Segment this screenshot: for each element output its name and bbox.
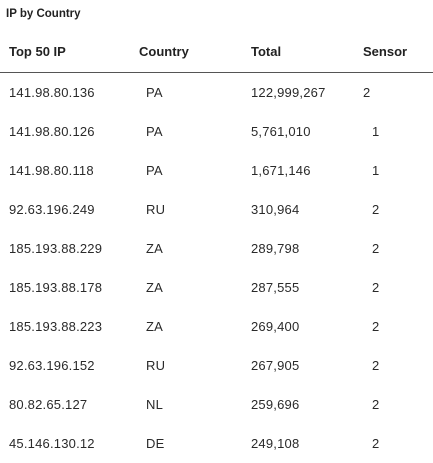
cell-sensor: 2 — [363, 84, 371, 100]
cell-total: 289,798 — [251, 240, 300, 256]
cell-total: 269,400 — [251, 318, 300, 334]
column-header-ip[interactable]: Top 50 IP — [0, 38, 139, 73]
cell-total: 122,999,267 — [251, 84, 326, 100]
cell-ip: 185.193.88.223 — [9, 318, 103, 334]
cell-total: 249,108 — [251, 435, 300, 451]
cell-ip: 92.63.196.152 — [9, 357, 95, 373]
cell-total: 1,671,146 — [251, 162, 311, 178]
ip-table: Top 50 IP Country Total Sensor 141.98.80… — [0, 38, 433, 463]
cell-total: 267,905 — [251, 357, 300, 373]
cell-country: DE — [146, 435, 165, 451]
table-row: 185.193.88.178 ZA 287,555 2 — [0, 268, 433, 307]
table-row: 92.63.196.152 RU 267,905 2 — [0, 346, 433, 385]
table-row: 141.98.80.136 PA 122,999,267 2 — [0, 72, 433, 112]
cell-ip: 185.193.88.229 — [9, 240, 103, 256]
table-row: 185.193.88.229 ZA 289,798 2 — [0, 229, 433, 268]
table-row: 141.98.80.126 PA 5,761,010 1 — [0, 112, 433, 151]
cell-sensor: 2 — [372, 318, 380, 334]
cell-sensor: 2 — [372, 240, 380, 256]
cell-sensor: 2 — [372, 396, 380, 412]
cell-ip: 141.98.80.136 — [9, 84, 95, 100]
cell-country: ZA — [146, 318, 164, 334]
column-header-sensor[interactable]: Sensor — [363, 38, 433, 73]
table-row: 185.193.88.223 ZA 269,400 2 — [0, 307, 433, 346]
cell-country: PA — [146, 84, 163, 100]
cell-ip: 141.98.80.126 — [9, 123, 95, 139]
table-header-row: Top 50 IP Country Total Sensor — [0, 38, 433, 73]
cell-ip: 185.193.88.178 — [9, 279, 103, 295]
panel-title: IP by Country — [6, 8, 81, 20]
cell-total: 5,761,010 — [251, 123, 311, 139]
cell-ip: 80.82.65.127 — [9, 396, 88, 412]
cell-ip: 141.98.80.118 — [9, 162, 94, 178]
cell-sensor: 2 — [372, 279, 380, 295]
cell-sensor: 2 — [372, 201, 380, 217]
cell-sensor: 1 — [372, 162, 380, 178]
cell-sensor: 2 — [372, 435, 380, 451]
table-row: 92.63.196.249 RU 310,964 2 — [0, 190, 433, 229]
cell-country: RU — [146, 201, 166, 217]
cell-sensor: 2 — [372, 357, 380, 373]
cell-sensor: 1 — [372, 123, 380, 139]
cell-country: NL — [146, 396, 164, 412]
cell-ip: 45.146.130.12 — [9, 435, 95, 451]
cell-total: 287,555 — [251, 279, 300, 295]
cell-country: PA — [146, 162, 163, 178]
column-header-country[interactable]: Country — [139, 38, 251, 73]
cell-total: 310,964 — [251, 201, 300, 217]
table-row: 45.146.130.12 DE 249,108 2 — [0, 424, 433, 463]
table-row: 141.98.80.118 PA 1,671,146 1 — [0, 151, 433, 190]
cell-ip: 92.63.196.249 — [9, 201, 95, 217]
cell-country: ZA — [146, 240, 164, 256]
table-row: 80.82.65.127 NL 259,696 2 — [0, 385, 433, 424]
cell-country: ZA — [146, 279, 164, 295]
cell-total: 259,696 — [251, 396, 300, 412]
column-header-total[interactable]: Total — [251, 38, 363, 73]
ip-by-country-panel: IP by Country Top 50 IP Country Total Se… — [0, 8, 433, 451]
cell-country: RU — [146, 357, 166, 373]
cell-country: PA — [146, 123, 163, 139]
